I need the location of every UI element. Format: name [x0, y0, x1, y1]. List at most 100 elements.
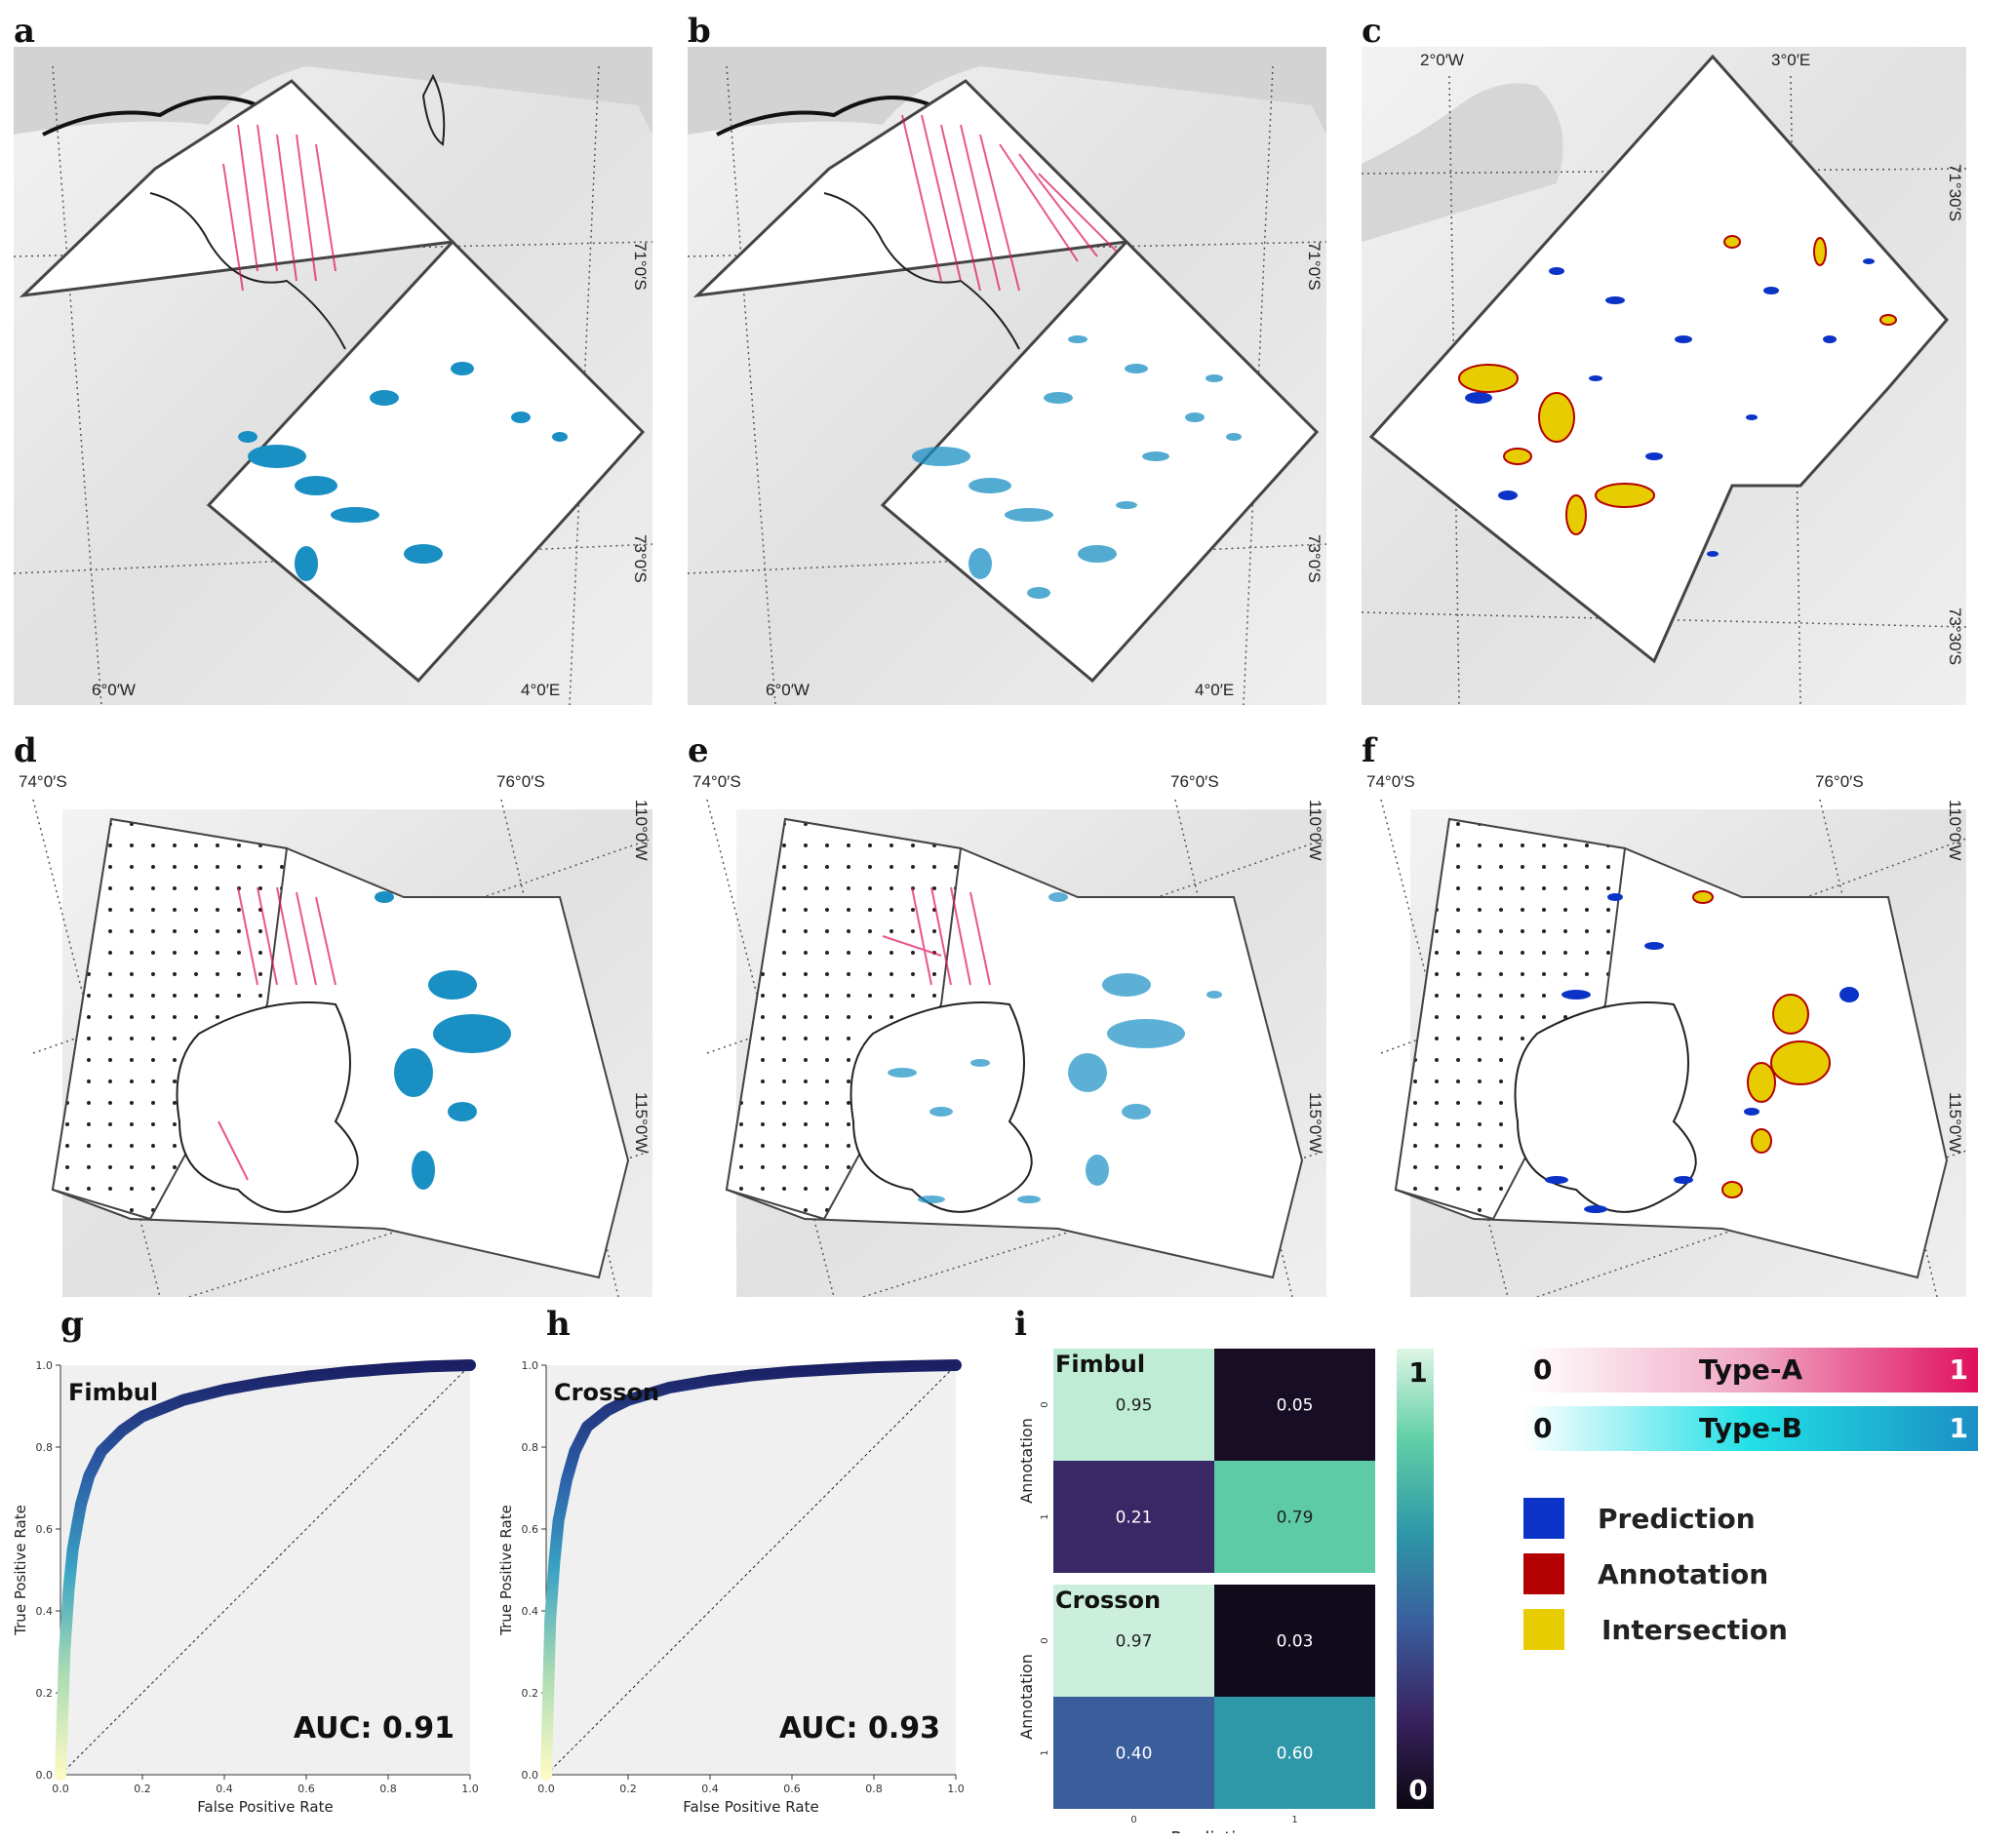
lat-label: 71°0′S	[631, 242, 650, 291]
heatmap-cell	[1214, 1697, 1375, 1809]
map-panel-b: 6°0′W 4°0′E 71°0′S 73°0′S	[688, 47, 1326, 705]
panel-label-a: a	[14, 12, 36, 51]
panel-label-i: i	[1014, 1305, 1027, 1344]
panel-label-f: f	[1362, 731, 1376, 770]
y-tick-label: 0.8	[36, 1441, 54, 1454]
map-panel-c: 2°0′W 3°0′E 71°30′S 73°30′S	[1362, 47, 1966, 705]
lat-label: 74°0′S	[19, 772, 67, 791]
heatmap-cell-label: 0.95	[1116, 1396, 1153, 1416]
x-tick-label: 0.2	[134, 1783, 151, 1795]
y-tick-label: 0.2	[36, 1687, 54, 1700]
chart-title: Crosson	[554, 1379, 659, 1406]
x-tick-label: 1	[1291, 1815, 1297, 1825]
lat-label: 74°0′S	[1366, 772, 1415, 791]
lon-label: 115°0′W	[1946, 1092, 1964, 1154]
type-b-crevasses-e	[888, 892, 1222, 1203]
heatmap-cell-label: 0.97	[1116, 1632, 1153, 1652]
type-a-max: 1	[1949, 1353, 1968, 1386]
heatmap-cell-label: 0.79	[1277, 1509, 1314, 1528]
lon-label: 115°0′W	[1306, 1092, 1324, 1154]
colorbar-min-label: 0	[1408, 1774, 1427, 1806]
lon-label: 3°0′E	[1771, 51, 1811, 69]
panel-label-b: b	[688, 12, 711, 51]
heatmap-cell-label: 0.40	[1116, 1745, 1153, 1764]
chance-line	[59, 1364, 471, 1776]
y-tick-label: 1	[1040, 1513, 1050, 1519]
type-b-gradient-bar: 0 Type-B 1	[1523, 1406, 1978, 1451]
x-axis-label: False Positive Rate	[683, 1798, 818, 1816]
auc-annotation: AUC: 0.91	[294, 1711, 455, 1745]
type-a-crevasses-e	[882, 886, 991, 986]
lon-label: 4°0′E	[1195, 681, 1235, 699]
map-panel-f: 74°0′S 76°0′S 110°0′W 115°0′W	[1362, 770, 1966, 1297]
lon-label: 6°0′W	[766, 681, 810, 699]
map-panel-a: 6°0′W 4°0′E 71°0′S 73°0′S	[14, 47, 652, 705]
lon-label: 110°0′W	[1306, 800, 1324, 861]
map-panel-d: 74°0′S 76°0′S 110°0′W 115°0′W	[14, 770, 652, 1297]
auc-annotation: AUC: 0.93	[779, 1711, 940, 1745]
map-panel-e: 74°0′S 76°0′S 110°0′W 115°0′W	[688, 770, 1326, 1297]
x-tick-label: 1.0	[947, 1783, 965, 1795]
intersection-swatch	[1523, 1609, 1564, 1650]
x-tick-label: 0.0	[537, 1783, 555, 1795]
x-tick-label: 0.0	[52, 1783, 69, 1795]
y-tick-label: 0.0	[522, 1769, 539, 1782]
lon-label: 6°0′W	[92, 681, 136, 699]
map-b-canvas	[688, 47, 1326, 705]
heatmap-cell-label: 0.21	[1116, 1509, 1153, 1528]
y-axis-label: Annotation	[1017, 1654, 1036, 1740]
roc-curve-fimbul	[55, 1359, 476, 1781]
x-tick-label: 0.4	[216, 1783, 233, 1795]
legend-label: Intersection	[1601, 1613, 1788, 1646]
lat-label: 76°0′S	[1815, 772, 1864, 791]
map-c-canvas	[1362, 47, 1966, 705]
legend-item-annotation: Annotation	[1523, 1553, 1768, 1594]
heatmap-cell	[1214, 1349, 1375, 1461]
y-tick-label: 1.0	[522, 1359, 539, 1372]
type-a-label: Type-A	[1698, 1353, 1803, 1386]
intersection-regions-c	[1458, 235, 1897, 535]
type-b-crevasses-a	[238, 362, 568, 581]
x-axis-label: Prediction	[1170, 1828, 1257, 1833]
y-tick-label: 0.8	[522, 1441, 539, 1454]
legend-label: Prediction	[1598, 1502, 1756, 1535]
lat-label: 76°0′S	[496, 772, 545, 791]
prediction-regions-f	[1545, 893, 1859, 1213]
prediction-swatch	[1523, 1498, 1564, 1539]
y-axis-label: True Positive Rate	[12, 1505, 29, 1636]
heatmap-cell	[1214, 1585, 1375, 1697]
y-tick-label: 1	[1040, 1749, 1050, 1755]
heatmap-cell	[1053, 1697, 1214, 1809]
type-a-crevasses-b	[901, 114, 1118, 292]
x-tick-label: 0.6	[297, 1783, 315, 1795]
lon-label: 110°0′W	[1946, 800, 1964, 861]
y-tick-label: 1.0	[36, 1359, 54, 1372]
y-tick-label: 0.6	[36, 1523, 54, 1536]
lat-label: 71°0′S	[1305, 242, 1324, 291]
type-a-crevasses-a	[222, 124, 336, 292]
panel-label-d: d	[14, 731, 37, 770]
legend-item-intersection: Intersection	[1523, 1609, 1788, 1650]
y-tick-label: 0.4	[36, 1605, 54, 1618]
colorbar-max-label: 1	[1408, 1356, 1427, 1389]
confusion-matrix-chart: 0.95 0.05 0.21 0.79 Fimbul Annotation 0 1 0.97 0.…	[1017, 1349, 1434, 1833]
map-a-canvas	[14, 47, 652, 705]
lon-label: 2°0′W	[1420, 51, 1464, 69]
y-tick-label: 0	[1040, 1401, 1050, 1407]
heatmap-cell	[1053, 1585, 1214, 1697]
matrix-title: Crosson	[1055, 1587, 1161, 1614]
y-axis-label: True Positive Rate	[497, 1505, 515, 1636]
heatmap-cell	[1053, 1461, 1214, 1573]
lat-label: 73°30′S	[1946, 608, 1964, 666]
roc-curve-crosson	[540, 1359, 962, 1781]
annotation-swatch	[1523, 1553, 1564, 1594]
x-tick-label: 0.8	[865, 1783, 883, 1795]
type-b-min: 0	[1533, 1412, 1553, 1444]
heatmap-cell-label: 0.03	[1277, 1632, 1314, 1652]
heatmap-cell	[1214, 1461, 1375, 1573]
map-e-canvas	[706, 799, 1326, 1297]
colorbar	[1397, 1349, 1434, 1809]
roc-chart-fimbul: 0.0 0.2 0.4 0.6 0.8 1.0 0.0 0.2 0.4 0.6 0.8 1.0 Fimb…	[12, 1359, 479, 1816]
y-tick-label: 0.2	[522, 1687, 539, 1700]
x-tick-label: 0.4	[701, 1783, 719, 1795]
